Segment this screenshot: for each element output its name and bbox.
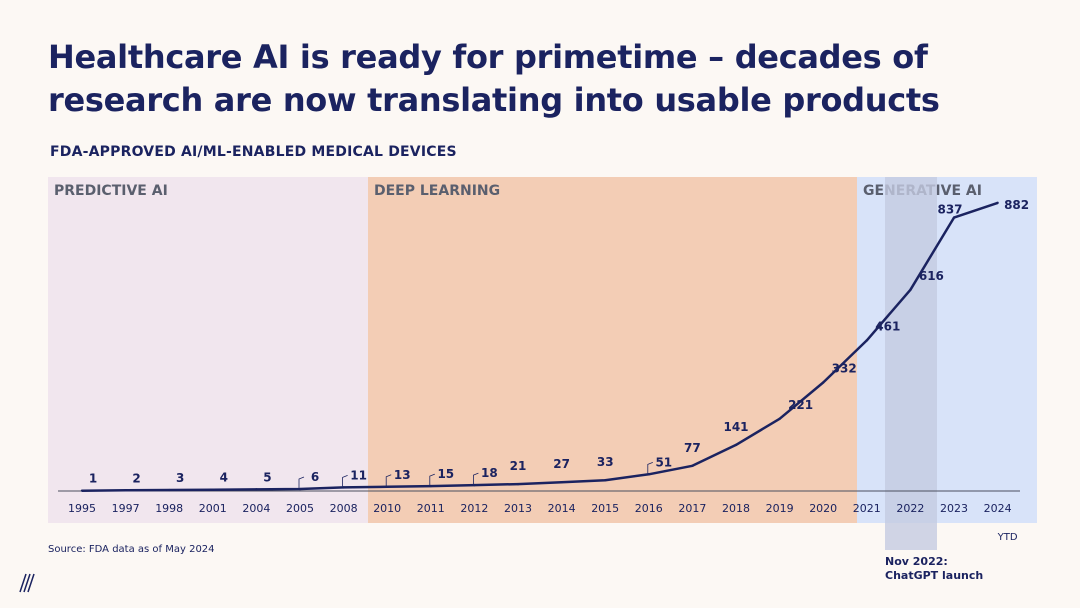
x-tick-label: 2011: [417, 502, 445, 515]
x-tick-label: 2020: [809, 502, 837, 515]
era-band-2: [368, 177, 857, 523]
data-point: [822, 381, 825, 384]
x-tick-label: 2010: [373, 502, 401, 515]
data-label: 77: [684, 441, 701, 455]
x-tick-label: 2008: [330, 502, 358, 515]
data-point: [386, 485, 389, 488]
chart-title: FDA-APPROVED AI/ML-ENABLED MEDICAL DEVIC…: [50, 144, 457, 160]
data-point: [647, 473, 650, 476]
x-tick-label: 2023: [940, 502, 968, 515]
page-title-line-1: Healthcare AI is ready for primetime – d…: [48, 38, 928, 76]
data-label: 221: [788, 398, 813, 412]
data-point: [909, 288, 912, 291]
data-label: 141: [723, 420, 748, 434]
data-point: [124, 489, 127, 492]
data-label: 51: [655, 455, 672, 469]
data-label: 33: [597, 455, 614, 469]
data-label: 21: [510, 459, 527, 473]
data-label-leader: [342, 475, 348, 487]
data-label: 332: [832, 362, 857, 376]
data-point: [80, 489, 84, 492]
x-tick-label: 2017: [678, 502, 706, 515]
data-point: [778, 417, 781, 421]
x-tick-label: 1995: [68, 502, 96, 515]
ytd-note: YTD: [997, 532, 1018, 543]
data-label: 6: [311, 470, 319, 484]
data-label-leader: [385, 474, 392, 486]
data-point: [342, 486, 345, 489]
x-tick-label: 2015: [591, 502, 619, 515]
x-tick-label: 2022: [896, 502, 924, 515]
data-point: [473, 483, 476, 487]
x-tick-label: 1997: [112, 502, 140, 515]
data-label: 11: [350, 468, 367, 482]
data-point: [996, 201, 999, 205]
data-label: 18: [481, 466, 498, 480]
x-tick-label: 1998: [155, 502, 183, 515]
era-label-1: PREDICTIVE AI: [54, 183, 168, 199]
data-point: [560, 480, 563, 484]
x-tick-label: 2018: [722, 502, 750, 515]
chatgpt-launch-band: [885, 177, 937, 550]
data-point: [516, 482, 520, 486]
x-tick-label: 2024: [984, 502, 1012, 515]
x-tick-label: 2012: [460, 502, 488, 515]
data-label-leader: [473, 472, 479, 485]
data-label: 461: [875, 319, 900, 333]
data-label-leader: [647, 461, 653, 474]
data-point: [255, 488, 258, 491]
era-band-1: [48, 177, 368, 523]
data-point: [298, 487, 302, 491]
data-label: 616: [919, 269, 944, 283]
data-point: [691, 464, 694, 468]
page-title: Healthcare AI is ready for primetime – d…: [48, 36, 1048, 122]
page-title-line-2: research are now translating into usable…: [48, 81, 940, 119]
x-tick-label: 2021: [853, 502, 881, 515]
data-label: 27: [553, 457, 570, 471]
data-label: 4: [220, 471, 228, 485]
x-tick-label: 2005: [286, 502, 314, 515]
x-tick-label: 2004: [242, 502, 270, 515]
data-label: 837: [937, 203, 962, 217]
x-tick-label: 2019: [766, 502, 794, 515]
annotation-line-2: ChatGPT launch: [885, 569, 983, 582]
data-label-leader: [429, 473, 435, 486]
data-point: [211, 488, 214, 491]
source-note: Source: FDA data as of May 2024: [48, 544, 215, 555]
era-label-2: DEEP LEARNING: [374, 183, 500, 199]
data-point: [952, 216, 956, 219]
x-tick-label: 2001: [199, 502, 227, 515]
data-label: 15: [437, 467, 454, 481]
data-label: 13: [394, 468, 411, 482]
data-label: 5: [263, 470, 271, 484]
brand-logo-icon: [19, 573, 35, 593]
data-label: 2: [132, 471, 140, 485]
data-label: 3: [176, 471, 184, 485]
series-line: [81, 201, 998, 492]
data-label-leader: [298, 476, 305, 489]
x-tick-label: 2013: [504, 502, 532, 515]
data-point: [734, 443, 738, 447]
data-point: [865, 339, 868, 342]
data-label: 1: [89, 472, 97, 486]
data-point: [604, 479, 607, 482]
data-point: [168, 488, 171, 492]
x-tick-label: 2016: [635, 502, 663, 515]
data-label: 882: [1004, 198, 1029, 212]
data-point: [429, 484, 432, 488]
x-tick-label: 2014: [548, 502, 576, 515]
annotation-line-1: Nov 2022:: [885, 555, 948, 568]
